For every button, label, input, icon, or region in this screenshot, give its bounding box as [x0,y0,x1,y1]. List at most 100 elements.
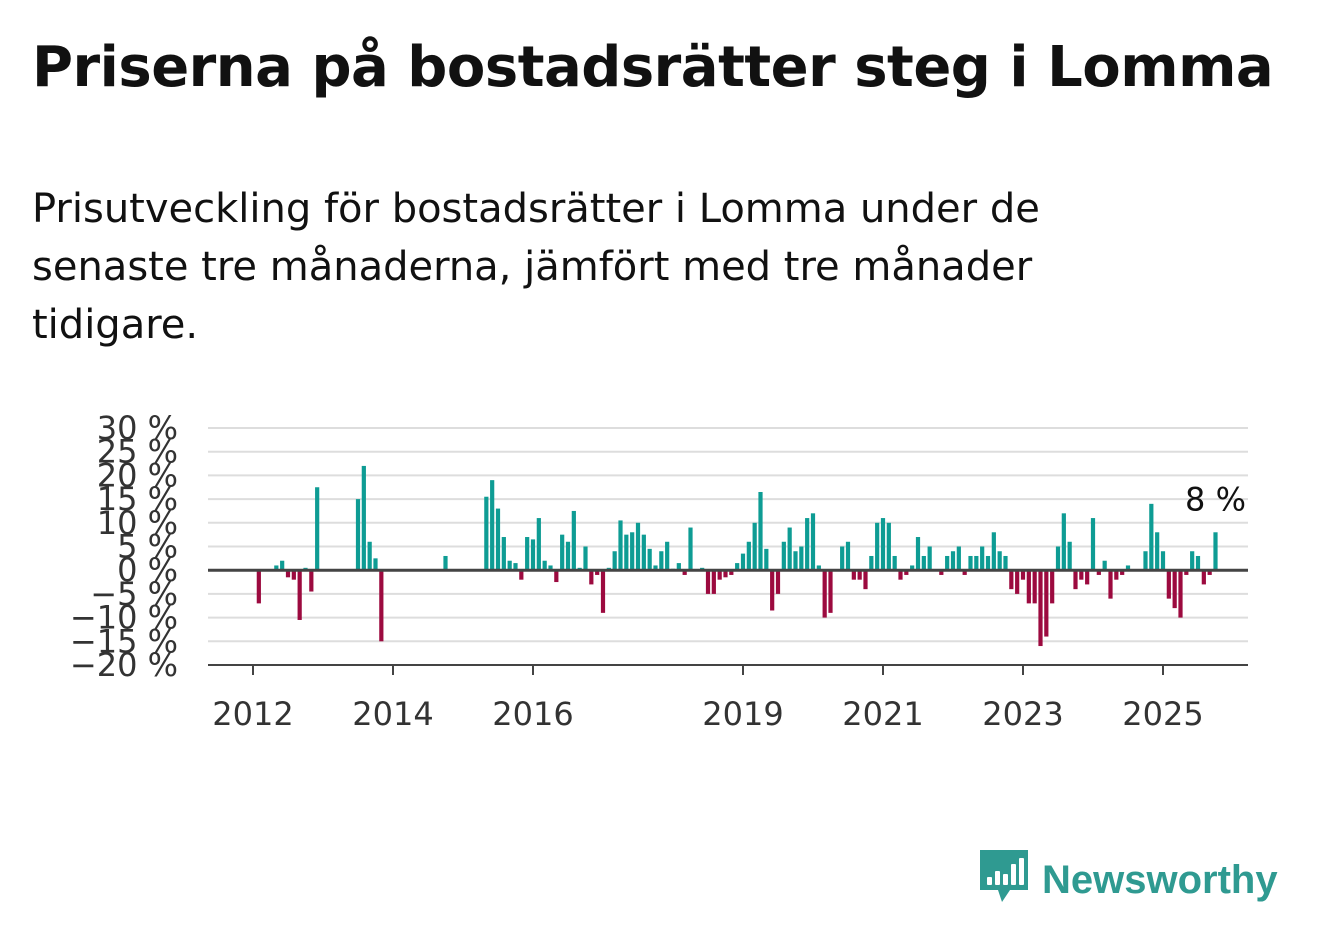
bar [740,553,746,571]
y-tick-label: 10 % [97,504,178,542]
bar [1009,570,1014,590]
bars [256,465,1218,647]
bar [1015,570,1020,594]
bar [729,570,734,575]
bar [840,546,845,571]
bar [530,539,536,571]
bar [513,563,518,571]
bar [717,570,722,580]
bar [659,551,664,571]
bar [1149,503,1154,571]
bar [705,570,711,594]
bar [1026,570,1031,604]
bar [647,548,652,571]
bar [898,570,903,580]
bar [1195,555,1201,571]
bar [1085,570,1090,585]
bar [1073,570,1078,590]
x-tick-label: 2023 [982,695,1063,733]
bar [630,532,635,571]
bar [1067,541,1072,571]
bar [1166,570,1171,599]
bar [565,541,571,571]
bar [1090,518,1096,571]
bar [256,570,261,604]
bar [484,496,489,571]
x-axis: 2012 2014 2016 2019 2021 2023 2025 [208,664,1248,733]
bar-chart: 30 %25 %20 %15 %10 %5 %0 %−5 %−10 %−15 %… [70,409,1248,733]
bar [1020,570,1026,580]
y-tick-label: 30 % [97,409,178,447]
chart-title: Priserna på bostadsrätter steg i Lomma [32,35,1274,100]
bar [1102,560,1107,571]
bar [915,537,921,571]
x-tick-label: 2025 [1122,695,1203,733]
bar [845,541,851,571]
bar [653,565,658,571]
bar [635,522,641,571]
bar [962,570,967,575]
bar [711,570,716,594]
bar [810,513,816,571]
bar [495,508,501,571]
bar [921,555,926,571]
bar [985,555,991,571]
bar [764,548,769,571]
bar [280,560,285,571]
bar-chart-logo-icon [980,850,1028,902]
bar [851,570,856,580]
x-tick-label: 2014 [352,695,433,733]
bar [1190,551,1195,571]
bar [507,560,512,571]
bar [676,563,681,571]
bar [379,570,384,642]
bar [274,565,279,571]
bar [1125,565,1131,571]
bar [1061,513,1066,571]
bar [361,465,366,571]
bar [618,520,623,571]
bar [746,541,751,571]
bar [997,551,1002,571]
bar [355,499,361,571]
y-tick-label: 15 % [97,480,178,518]
bar [781,541,786,571]
y-tick-label: 5 % [117,528,178,566]
bar [735,563,740,571]
y-tick-label: −20 % [70,646,178,684]
bar [548,565,553,571]
bar [519,570,524,580]
bar [612,551,617,571]
bar [927,546,932,571]
y-tick-label: −15 % [70,622,178,660]
bar [1079,570,1084,580]
bar [315,487,320,571]
y-tick-label: −5 % [90,575,178,613]
bar [1207,570,1212,575]
bar [787,527,792,571]
bar [309,570,314,592]
bar [443,555,448,571]
bar [1114,570,1119,580]
bar [863,570,868,590]
bar [968,555,973,571]
bar [1172,570,1177,609]
bar [770,570,775,611]
bar [904,570,909,575]
bar [828,570,833,613]
bar [665,541,670,571]
bar [1108,570,1113,599]
bar [291,570,296,580]
x-tick-label: 2019 [702,695,783,733]
bar [875,522,880,571]
chart-subtitle: Prisutveckling för bostadsrätter i Lomma… [32,186,1040,348]
bar [501,537,506,571]
bar [991,532,996,571]
bar [525,537,530,571]
y-tick-label: −10 % [70,599,178,637]
bar [1155,532,1160,571]
bar [805,518,810,571]
bar [880,518,886,571]
bar [950,551,956,571]
x-tick-label: 2021 [842,695,923,733]
